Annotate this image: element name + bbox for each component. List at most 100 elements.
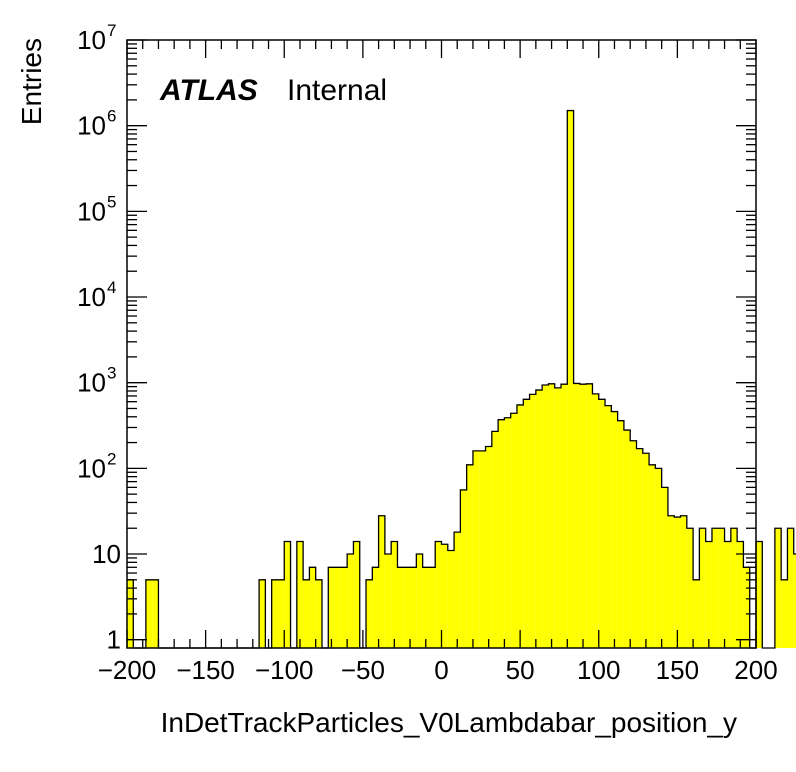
histogram-bin bbox=[428, 567, 436, 648]
histogram-bin bbox=[649, 464, 656, 648]
histogram-bin bbox=[454, 532, 461, 648]
x-tick-label: 200 bbox=[734, 655, 777, 685]
histogram-bin bbox=[730, 528, 738, 648]
histogram-bin bbox=[447, 550, 455, 648]
y-tick-exponent: 6 bbox=[107, 107, 116, 126]
histogram-bin bbox=[479, 450, 486, 648]
x-tick-labels: −200 −150 −100 −50 0 50 100 150 200 bbox=[98, 655, 778, 685]
histogram-bin bbox=[366, 579, 373, 648]
histogram-bin bbox=[667, 515, 675, 648]
histogram-bin bbox=[686, 528, 694, 648]
histogram-bin bbox=[523, 399, 530, 648]
y-tick-label: 10 bbox=[77, 368, 106, 398]
histogram-bin bbox=[353, 541, 360, 648]
x-tick-label: 50 bbox=[506, 655, 535, 685]
histogram-bin bbox=[630, 440, 637, 648]
y-tick-exponent: 7 bbox=[107, 21, 116, 40]
histogram-bin bbox=[435, 541, 442, 648]
y-tick-label: 10 bbox=[77, 25, 106, 55]
histogram-bin bbox=[605, 405, 612, 648]
histogram-bin bbox=[542, 384, 549, 648]
axis-ticks bbox=[126, 39, 757, 648]
histogram-bin bbox=[699, 528, 706, 648]
histogram-bin bbox=[145, 579, 153, 648]
y-tick-exponent: 3 bbox=[107, 364, 116, 383]
histogram-bin bbox=[737, 541, 744, 648]
x-axis-title: InDetTrackParticles_V0Lambdabar_position… bbox=[161, 707, 737, 738]
y-tick-label: 1 bbox=[107, 625, 121, 655]
histogram-bin bbox=[460, 489, 467, 648]
histogram-bin bbox=[611, 411, 618, 648]
histogram-bin bbox=[598, 399, 606, 648]
internal-label: Internal bbox=[287, 74, 387, 107]
histogram-bin bbox=[498, 419, 505, 648]
histogram-bin bbox=[466, 464, 473, 648]
x-tick-label: −150 bbox=[176, 655, 235, 685]
y-tick-label: 10 bbox=[77, 282, 106, 312]
histogram-bin bbox=[347, 554, 354, 648]
y-axis-title: Entries bbox=[16, 38, 47, 125]
histogram-bin bbox=[623, 430, 631, 648]
x-tick-label: 100 bbox=[577, 655, 620, 685]
histogram-bin bbox=[554, 387, 562, 648]
histogram-bin bbox=[743, 567, 750, 648]
histogram-bin bbox=[787, 528, 794, 648]
histogram-bin bbox=[693, 579, 700, 648]
histogram-bin bbox=[705, 541, 712, 648]
histogram-bin bbox=[303, 579, 310, 648]
histogram-bin bbox=[680, 515, 687, 648]
histogram-bin bbox=[548, 383, 555, 648]
histogram-bin bbox=[340, 567, 348, 648]
histogram-bin bbox=[259, 579, 266, 648]
histogram-bin bbox=[510, 413, 517, 648]
y-tick-label: 10 bbox=[77, 453, 106, 483]
histogram-bin bbox=[535, 390, 543, 648]
y-tick-label: 10 bbox=[77, 111, 106, 141]
histogram-bin bbox=[774, 528, 782, 648]
histogram-bin bbox=[529, 394, 536, 648]
histogram-bin bbox=[781, 579, 788, 648]
histogram-bin bbox=[711, 528, 719, 648]
histogram-bin bbox=[372, 567, 379, 648]
histogram-bars bbox=[127, 110, 796, 649]
histogram-bin bbox=[793, 554, 796, 648]
histogram-bin bbox=[561, 384, 568, 648]
histogram-bin bbox=[271, 579, 278, 648]
y-tick-label: 10 bbox=[77, 196, 106, 226]
y-tick-label: 10 bbox=[92, 539, 121, 569]
y-tick-exponent: 5 bbox=[107, 192, 116, 211]
histogram-bin bbox=[403, 567, 411, 648]
x-tick-label: 150 bbox=[656, 655, 699, 685]
histogram-bin bbox=[756, 541, 763, 648]
histogram-bin bbox=[661, 487, 668, 648]
histogram-bin bbox=[491, 431, 499, 648]
histogram-bin bbox=[504, 417, 511, 648]
histogram-bin bbox=[586, 383, 593, 648]
histogram-bin bbox=[277, 579, 285, 648]
histogram-outline bbox=[127, 109, 796, 649]
histogram-bin bbox=[315, 579, 322, 648]
y-tick-exponent: 2 bbox=[107, 449, 116, 468]
histogram-bin bbox=[573, 383, 580, 648]
x-tick-label: −100 bbox=[255, 655, 314, 685]
histogram-bin bbox=[378, 515, 385, 648]
histogram-bin bbox=[296, 541, 304, 648]
y-tick-exponent: 4 bbox=[107, 278, 116, 297]
histogram-bin bbox=[636, 448, 643, 648]
histogram-bin bbox=[334, 567, 341, 648]
histogram-bin bbox=[441, 544, 448, 648]
histogram-bin bbox=[410, 567, 417, 648]
histogram-bin bbox=[328, 567, 335, 648]
x-tick-label: 0 bbox=[434, 655, 448, 685]
histogram-bin bbox=[516, 404, 524, 648]
histogram-bin bbox=[567, 110, 574, 649]
histogram-bin bbox=[391, 541, 398, 648]
histogram-bin bbox=[655, 468, 662, 648]
x-tick-label: −50 bbox=[341, 655, 385, 685]
histogram-bin bbox=[416, 554, 423, 648]
histogram-bin bbox=[284, 541, 291, 648]
histogram-bin bbox=[579, 384, 587, 648]
histogram-bin bbox=[152, 579, 159, 648]
